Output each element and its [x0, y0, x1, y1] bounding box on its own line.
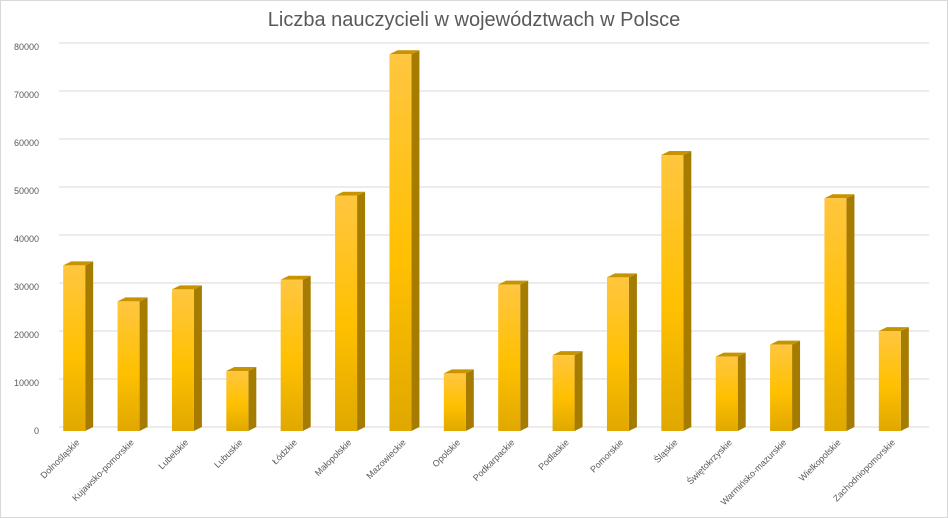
- gridlines: [59, 42, 929, 428]
- x-tick-label: Zachodniopomorskie: [831, 437, 897, 503]
- bar: [661, 151, 692, 431]
- x-tick-label: Lubuskie: [212, 437, 245, 470]
- bar-front: [63, 265, 86, 431]
- bar-top: [171, 285, 202, 290]
- bar-side: [139, 297, 148, 431]
- bar-side: [357, 191, 366, 431]
- bar-side: [900, 327, 909, 431]
- bar-top: [63, 261, 94, 266]
- bar-top: [878, 327, 909, 332]
- bar-top: [661, 151, 692, 155]
- bar-side: [248, 367, 257, 431]
- bar: [63, 261, 94, 431]
- bar-top: [552, 351, 583, 356]
- bar-front: [335, 195, 358, 431]
- y-tick-label: 80000: [14, 42, 39, 52]
- bar-side: [628, 273, 637, 431]
- bar-front: [878, 331, 901, 431]
- x-tick-label: Kujawsko-pomorskie: [70, 437, 136, 503]
- bar-top: [824, 194, 855, 199]
- bar-front: [117, 301, 140, 431]
- bar-side: [574, 351, 583, 431]
- bar-top: [226, 367, 257, 371]
- x-tick-label: Mazowieckie: [364, 437, 408, 481]
- bar-top: [498, 280, 529, 285]
- bar-top: [715, 352, 746, 357]
- x-tick-label: Podlaskie: [536, 437, 571, 472]
- bar: [226, 367, 257, 431]
- bar: [443, 369, 474, 431]
- bar: [117, 297, 148, 431]
- bar-front: [715, 356, 738, 431]
- bar-top: [389, 50, 420, 55]
- bar-top: [770, 340, 801, 345]
- x-tick-label: Wielkopolskie: [797, 437, 843, 483]
- bar: [824, 194, 855, 431]
- bar-side: [85, 261, 94, 431]
- x-tick-label: Śląskie: [651, 437, 679, 465]
- y-tick-label: 40000: [14, 234, 39, 244]
- y-tick-label: 20000: [14, 330, 39, 340]
- bar-top: [117, 297, 148, 302]
- x-tick-label: Podkarpackie: [471, 437, 517, 483]
- x-tick-label: Pomorskie: [588, 437, 625, 474]
- bar-side: [411, 50, 420, 431]
- y-tick-label: 0: [34, 426, 39, 436]
- x-tick-label: Dolnośląskie: [38, 437, 81, 480]
- bar-side: [520, 280, 529, 431]
- x-tick-label: Lubelskie: [156, 437, 190, 471]
- x-tick-label: Opolskie: [430, 437, 462, 469]
- bar-front: [661, 155, 684, 431]
- bar-side: [465, 369, 474, 431]
- bar: [171, 285, 202, 431]
- bar-front: [824, 198, 847, 431]
- bar: [498, 280, 529, 431]
- bar: [335, 191, 366, 431]
- bar-front: [171, 289, 194, 431]
- x-tick-label: Małopolskie: [313, 437, 354, 478]
- bar-side: [193, 285, 202, 431]
- bar: [389, 50, 420, 431]
- y-tick-label: 30000: [14, 282, 39, 292]
- y-axis: 0 10000 20000 30000 40000 50000 60000 70000 8000…: [14, 42, 39, 436]
- bar: [280, 275, 311, 431]
- bar: [715, 352, 746, 431]
- bar-front: [226, 371, 249, 431]
- bar-front: [498, 284, 521, 431]
- y-tick-label: 60000: [14, 138, 39, 148]
- x-tick-label: Świętokrzyskie: [684, 437, 734, 487]
- bar-front: [280, 279, 303, 431]
- y-tick-label: 50000: [14, 186, 39, 196]
- bar-front: [389, 54, 412, 431]
- bar: [770, 340, 801, 431]
- bar-front: [606, 277, 629, 431]
- bar-side: [302, 275, 311, 431]
- bar-front: [770, 344, 793, 431]
- bar: [878, 327, 909, 431]
- y-tick-label: 10000: [14, 378, 39, 388]
- bars: [63, 50, 909, 431]
- bar-top: [335, 191, 366, 196]
- bar-front: [443, 373, 466, 431]
- bar-front: [552, 355, 575, 431]
- x-tick-label: Łódzkie: [270, 437, 299, 466]
- bar-side: [737, 352, 746, 431]
- bar-side: [683, 151, 692, 431]
- bar: [552, 351, 583, 431]
- bar-side: [846, 194, 855, 431]
- bar-top: [443, 369, 474, 374]
- bar-top: [606, 273, 637, 278]
- bar: [606, 273, 637, 431]
- chart-title: Liczba nauczycieli w województwach w Pol…: [267, 9, 681, 31]
- bar-side: [792, 340, 801, 431]
- y-tick-label: 70000: [14, 90, 39, 100]
- bar-top: [280, 275, 311, 280]
